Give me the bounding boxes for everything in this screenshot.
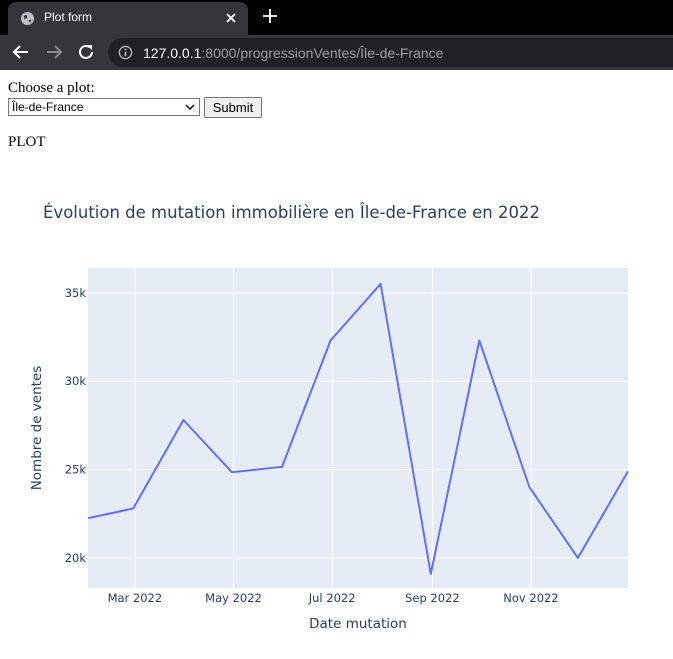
choose-plot-label: Choose a plot:	[8, 80, 95, 96]
close-tab-icon[interactable]	[222, 9, 240, 27]
chart-title: Évolution de mutation immobilière en Île…	[43, 203, 540, 222]
globe-icon	[20, 11, 35, 26]
browser-toolbar: 127.0.0.1:8000/progressionVentes/Île-de-…	[0, 35, 673, 70]
x-tick-label: Nov 2022	[503, 591, 558, 605]
x-tick-label: Sep 2022	[405, 591, 460, 605]
x-axis-title: Date mutation	[309, 616, 407, 632]
new-tab-icon[interactable]	[262, 8, 278, 24]
series-line	[87, 282, 629, 575]
x-tick-label: Mar 2022	[108, 591, 163, 605]
forward-arrow-icon[interactable]	[45, 43, 63, 61]
plot-area	[88, 268, 628, 588]
url-host: 127.0.0.1	[143, 45, 202, 61]
grid	[88, 268, 628, 588]
y-tick-label: 30k	[65, 374, 87, 388]
y-tick-label: 35k	[65, 286, 87, 300]
x-tick-label: May 2022	[205, 591, 262, 605]
x-tick-label: Jul 2022	[308, 591, 356, 605]
url-text: 127.0.0.1:8000/progressionVentes/Île-de-…	[143, 45, 443, 61]
chevron-down-icon	[185, 104, 195, 110]
tick-labels: 20k 25k 30k 35k Mar 2022 May 2022 Jul 2022 Sep …	[65, 286, 559, 605]
reload-icon[interactable]	[77, 43, 95, 61]
plot-select[interactable]: Île-de-France	[8, 98, 200, 116]
y-axis-title: Nombre de ventes	[29, 366, 45, 491]
back-arrow-icon[interactable]	[12, 43, 30, 61]
browser-tab-bar: Plot form	[0, 0, 673, 35]
tab-title: Plot form	[44, 10, 93, 24]
info-icon[interactable]	[118, 45, 133, 60]
address-bar[interactable]: 127.0.0.1:8000/progressionVentes/Île-de-…	[108, 38, 673, 67]
plot-heading: PLOT	[8, 134, 46, 150]
submit-button[interactable]: Submit	[204, 97, 262, 118]
chart-marks	[87, 282, 629, 575]
plot-select-value: Île-de-France	[12, 100, 84, 114]
url-path: :8000/progressionVentes/Île-de-France	[201, 45, 444, 61]
browser-tab[interactable]: Plot form	[8, 2, 248, 35]
y-tick-label: 20k	[65, 551, 87, 565]
y-tick-label: 25k	[65, 463, 87, 477]
